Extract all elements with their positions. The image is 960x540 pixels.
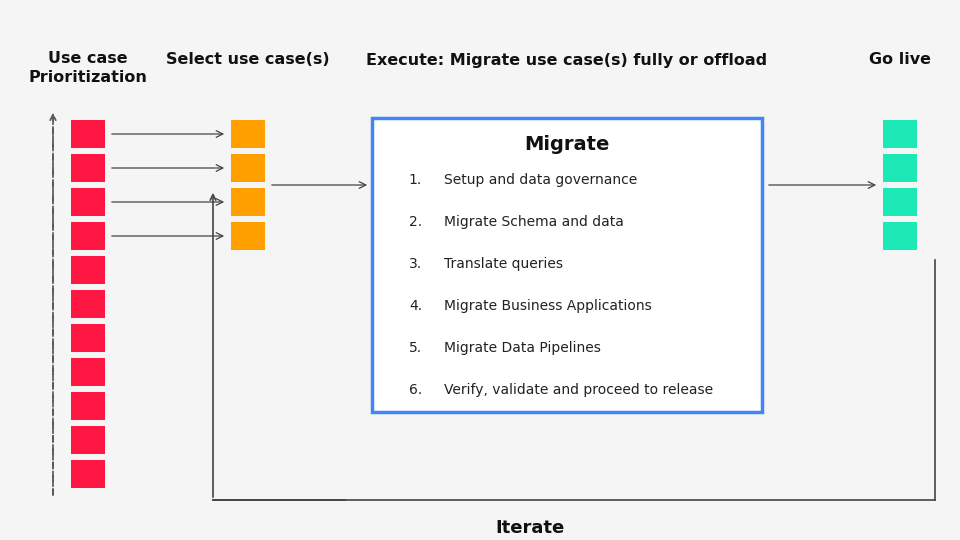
- Text: Migrate Data Pipelines: Migrate Data Pipelines: [444, 341, 601, 355]
- Bar: [71, 358, 105, 386]
- Bar: [883, 120, 917, 148]
- Text: Iterate: Iterate: [495, 519, 564, 537]
- Text: 2.: 2.: [409, 215, 422, 229]
- Text: 4.: 4.: [409, 299, 422, 313]
- Bar: [231, 188, 265, 216]
- Bar: [883, 154, 917, 182]
- Text: Translate queries: Translate queries: [444, 257, 563, 271]
- Text: Select use case(s): Select use case(s): [166, 52, 330, 68]
- Text: Verify, validate and proceed to release: Verify, validate and proceed to release: [444, 383, 713, 397]
- Bar: [71, 324, 105, 352]
- Text: 1.: 1.: [409, 173, 422, 187]
- Text: Go live: Go live: [869, 52, 931, 68]
- Text: Setup and data governance: Setup and data governance: [444, 173, 637, 187]
- Bar: [71, 460, 105, 488]
- Bar: [71, 290, 105, 318]
- Bar: [71, 392, 105, 420]
- Bar: [71, 222, 105, 250]
- Bar: [71, 188, 105, 216]
- Text: 5.: 5.: [409, 341, 422, 355]
- Bar: [231, 154, 265, 182]
- Text: Migrate: Migrate: [524, 134, 610, 153]
- Bar: [883, 188, 917, 216]
- Bar: [71, 120, 105, 148]
- Bar: [231, 120, 265, 148]
- Bar: [883, 222, 917, 250]
- Text: 3.: 3.: [409, 257, 422, 271]
- Text: 6.: 6.: [409, 383, 422, 397]
- Bar: [71, 256, 105, 284]
- Text: Use case
Prioritization: Use case Prioritization: [29, 51, 148, 85]
- Bar: [372, 118, 762, 412]
- Text: Execute: Migrate use case(s) fully or offload: Execute: Migrate use case(s) fully or of…: [367, 52, 768, 68]
- Bar: [71, 426, 105, 454]
- Text: Migrate Business Applications: Migrate Business Applications: [444, 299, 652, 313]
- Bar: [231, 222, 265, 250]
- Bar: [71, 154, 105, 182]
- Text: Migrate Schema and data: Migrate Schema and data: [444, 215, 624, 229]
